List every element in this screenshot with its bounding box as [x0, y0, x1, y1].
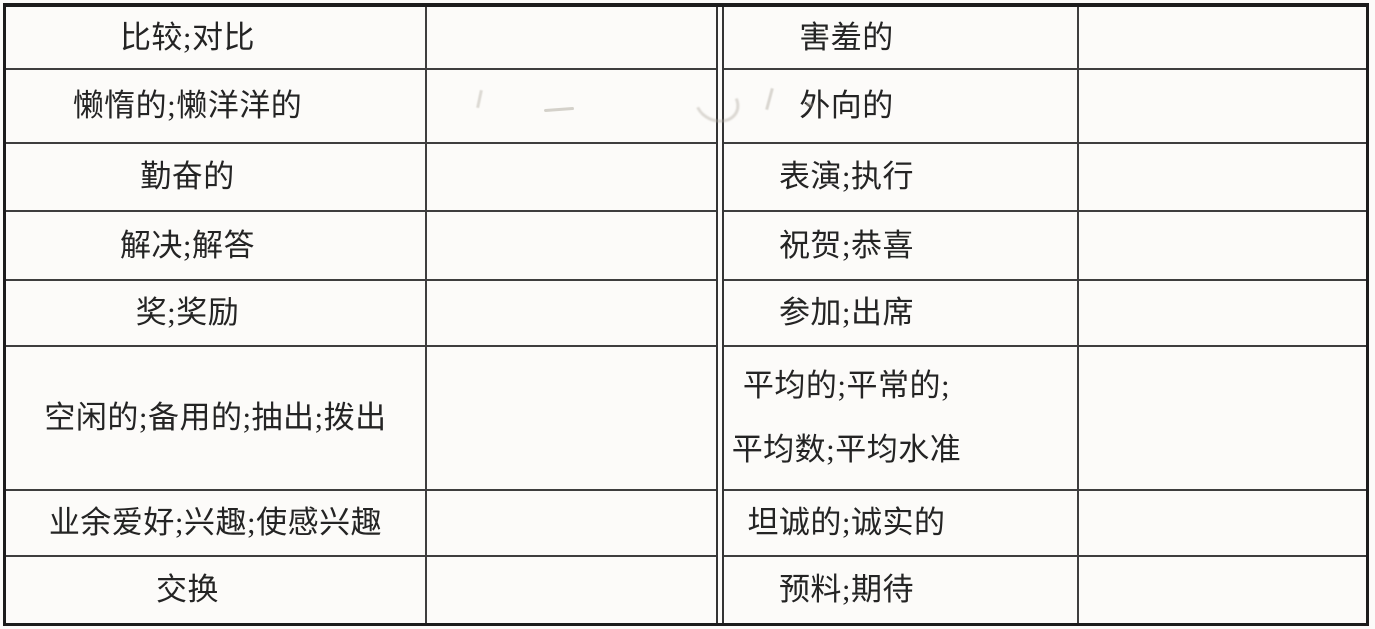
- chinese-definition-cell: 平均的;平常的; 平均数;平均水准: [724, 347, 1079, 491]
- chinese-definition-cell: 外向的: [724, 70, 1079, 144]
- answer-blank-cell: [427, 281, 716, 347]
- chinese-definition-cell: 勤奋的: [6, 144, 427, 212]
- left-vocab-table: 比较;对比 懒惰的;懒洋洋的 勤奋的 解决;解答 奖;奖励 空闲的;备用的;抽出…: [6, 7, 716, 623]
- answer-blank-cell: [1079, 491, 1366, 557]
- answer-blank-cell: [1079, 7, 1366, 70]
- table-frame: 比较;对比 懒惰的;懒洋洋的 勤奋的 解决;解答 奖;奖励 空闲的;备用的;抽出…: [3, 3, 1369, 626]
- right-vocab-table: 害羞的 外向的 表演;执行 祝贺;恭喜 参加;出席 平均的;平常的; 平均数;平…: [724, 7, 1366, 623]
- answer-blank-cell: [1079, 70, 1366, 144]
- answer-blank-cell: [427, 7, 716, 70]
- answer-blank-cell: [427, 347, 716, 491]
- answer-blank-cell: [1079, 557, 1366, 623]
- chinese-definition-cell: 坦诚的;诚实的: [724, 491, 1079, 557]
- chinese-definition-cell: 空闲的;备用的;抽出;拨出: [6, 347, 427, 491]
- answer-blank-cell: [427, 70, 716, 144]
- answer-blank-cell: [1079, 212, 1366, 281]
- chinese-definition-cell: 懒惰的;懒洋洋的: [6, 70, 427, 144]
- chinese-definition-cell: 比较;对比: [6, 7, 427, 70]
- answer-blank-cell: [1079, 144, 1366, 212]
- chinese-definition-cell: 祝贺;恭喜: [724, 212, 1079, 281]
- chinese-definition-cell: 解决;解答: [6, 212, 427, 281]
- chinese-definition-cell: 表演;执行: [724, 144, 1079, 212]
- answer-blank-cell: [427, 491, 716, 557]
- answer-blank-cell: [427, 212, 716, 281]
- answer-blank-cell: [427, 144, 716, 212]
- chinese-definition-cell: 害羞的: [724, 7, 1079, 70]
- answer-blank-cell: [1079, 347, 1366, 491]
- chinese-definition-cell: 预料;期待: [724, 557, 1079, 623]
- answer-blank-cell: [427, 557, 716, 623]
- chinese-definition-cell: 奖;奖励: [6, 281, 427, 347]
- chinese-definition-cell: 参加;出席: [724, 281, 1079, 347]
- double-rule-divider: [716, 7, 724, 623]
- chinese-definition-cell: 业余爱好;兴趣;使感兴趣: [6, 491, 427, 557]
- answer-blank-cell: [1079, 281, 1366, 347]
- chinese-definition-cell: 交换: [6, 557, 427, 623]
